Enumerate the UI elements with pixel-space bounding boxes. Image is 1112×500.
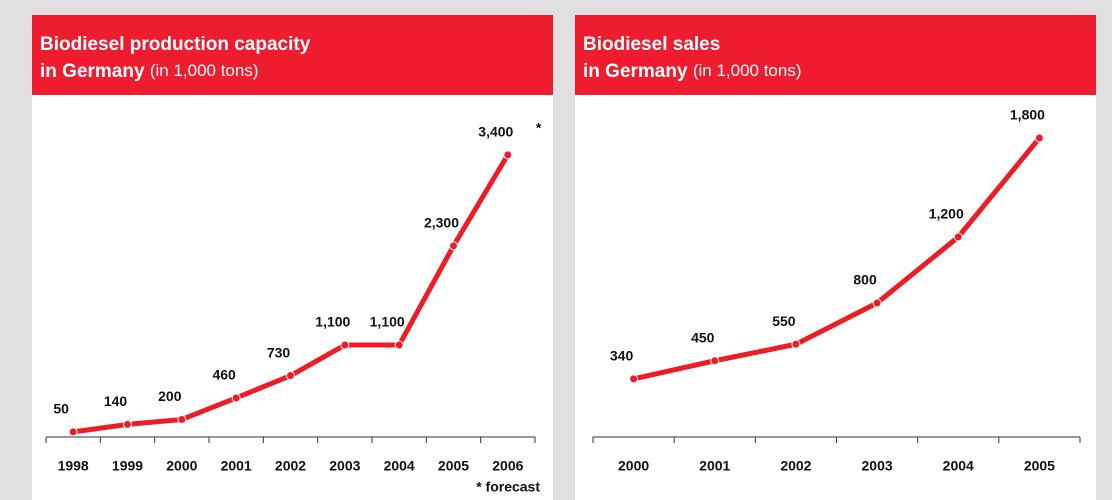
- point: [177, 414, 187, 424]
- data-label: 550: [772, 313, 796, 329]
- data-label: 730: [267, 344, 291, 360]
- x-tick-label: 1998: [58, 458, 89, 474]
- chart-subtitle: (in 1,000 tons): [693, 61, 802, 80]
- point: [953, 232, 963, 242]
- point: [449, 241, 458, 251]
- data-label: 450: [691, 329, 715, 345]
- point: [629, 374, 639, 384]
- x-tick-label: 2001: [699, 458, 730, 474]
- x-tick-label: 2003: [329, 458, 360, 474]
- x-tick-label: 2005: [1024, 458, 1055, 474]
- panel-header: [32, 15, 553, 95]
- data-label: 200: [158, 388, 182, 404]
- x-tick-label: 2004: [384, 458, 415, 474]
- data-label: 140: [104, 393, 128, 409]
- chart-title-line: in Germany: [40, 61, 145, 82]
- x-tick-label: 2005: [438, 458, 469, 474]
- line: [633, 136, 1042, 382]
- chart-title: Biodiesel sales: [583, 34, 720, 55]
- chart-title: Biodiesel production capacity: [40, 34, 311, 55]
- point: [123, 419, 132, 429]
- point: [231, 393, 241, 403]
- point: [872, 298, 882, 308]
- annotation: *: [536, 120, 542, 136]
- point: [394, 340, 404, 350]
- x-tick-label: 1999: [112, 458, 143, 474]
- chart-title: in Germany (in 1,000 tons): [40, 61, 259, 82]
- point: [1034, 133, 1044, 143]
- point: [791, 339, 801, 349]
- data-label: 460: [212, 367, 236, 383]
- data-label: 340: [610, 348, 634, 364]
- annotation: * forecast: [476, 479, 540, 495]
- x-tick-label: 2002: [275, 458, 306, 474]
- x-tick-label: 2002: [780, 458, 811, 474]
- x-tick-label: 2003: [862, 458, 893, 474]
- chart-subtitle: (in 1,000 tons): [150, 61, 259, 80]
- data-label: 2,300: [424, 215, 459, 231]
- panel: [32, 15, 553, 500]
- data-label: 1,100: [370, 314, 405, 330]
- point: [340, 340, 350, 350]
- panel: [575, 15, 1096, 500]
- data-label: 3,400: [478, 124, 513, 140]
- point: [710, 356, 720, 366]
- point: [68, 427, 78, 437]
- chart-title: in Germany (in 1,000 tons): [583, 61, 802, 82]
- point: [503, 150, 513, 160]
- data-label: 50: [53, 401, 69, 417]
- chart-title-line: in Germany: [583, 61, 688, 82]
- data-label: 1,100: [315, 314, 350, 330]
- data-label: 1,800: [1010, 107, 1045, 123]
- x-tick-label: 2001: [221, 458, 252, 474]
- x-tick-label: 2006: [492, 458, 523, 474]
- data-label: 800: [853, 272, 877, 288]
- x-tick-label: 2000: [618, 458, 649, 474]
- data-label: 1,200: [929, 206, 964, 222]
- point: [286, 371, 295, 381]
- x-tick-label: 2004: [943, 458, 974, 474]
- x-tick-label: 2000: [166, 458, 197, 474]
- panel-header: [575, 15, 1096, 95]
